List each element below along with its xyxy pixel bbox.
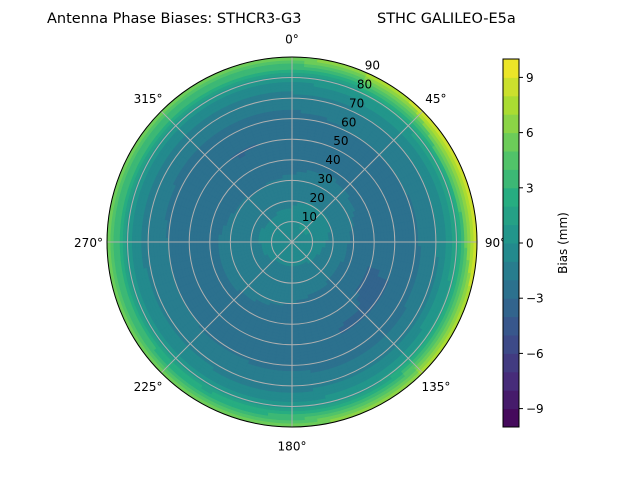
chart-title-left: Antenna Phase Biases: STHCR3-G3 (47, 11, 302, 27)
contour-cell (292, 328, 299, 331)
contour-cell (292, 331, 299, 334)
contour-cell (286, 153, 293, 156)
chart-title-right: STHC GALILEO-E5a (377, 11, 516, 27)
contour-cell (286, 156, 292, 159)
contour-cell (292, 325, 298, 328)
contour-cell (286, 150, 293, 153)
